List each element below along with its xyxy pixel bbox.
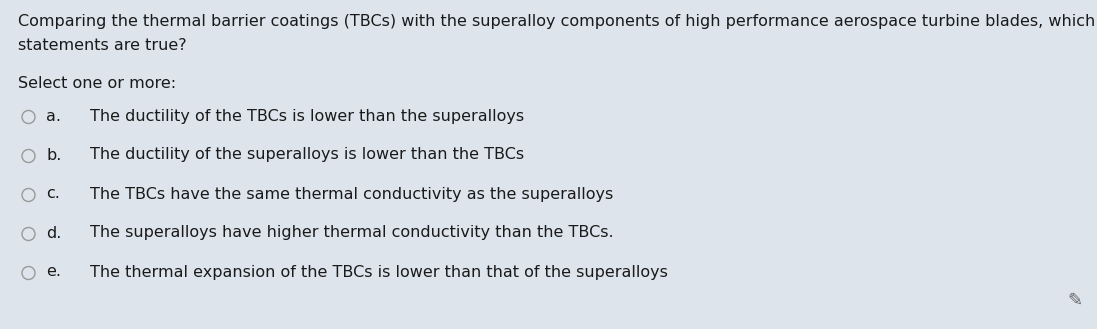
Text: Comparing the thermal barrier coatings (TBCs) with the superalloy components of : Comparing the thermal barrier coatings (… — [18, 14, 1097, 29]
Text: c.: c. — [46, 187, 60, 201]
Text: The thermal expansion of the TBCs is lower than that of the superalloys: The thermal expansion of the TBCs is low… — [90, 265, 668, 280]
Text: The ductility of the superalloys is lower than the TBCs: The ductility of the superalloys is lowe… — [90, 147, 524, 163]
Text: The ductility of the TBCs is lower than the superalloys: The ductility of the TBCs is lower than … — [90, 109, 524, 123]
Text: Select one or more:: Select one or more: — [18, 76, 177, 91]
Text: a.: a. — [46, 109, 61, 123]
Text: The TBCs have the same thermal conductivity as the superalloys: The TBCs have the same thermal conductiv… — [90, 187, 613, 201]
Text: d.: d. — [46, 225, 61, 240]
Text: statements are true?: statements are true? — [18, 38, 186, 53]
Text: ✎: ✎ — [1067, 292, 1083, 310]
Text: b.: b. — [46, 147, 61, 163]
Text: The superalloys have higher thermal conductivity than the TBCs.: The superalloys have higher thermal cond… — [90, 225, 613, 240]
Text: e.: e. — [46, 265, 61, 280]
